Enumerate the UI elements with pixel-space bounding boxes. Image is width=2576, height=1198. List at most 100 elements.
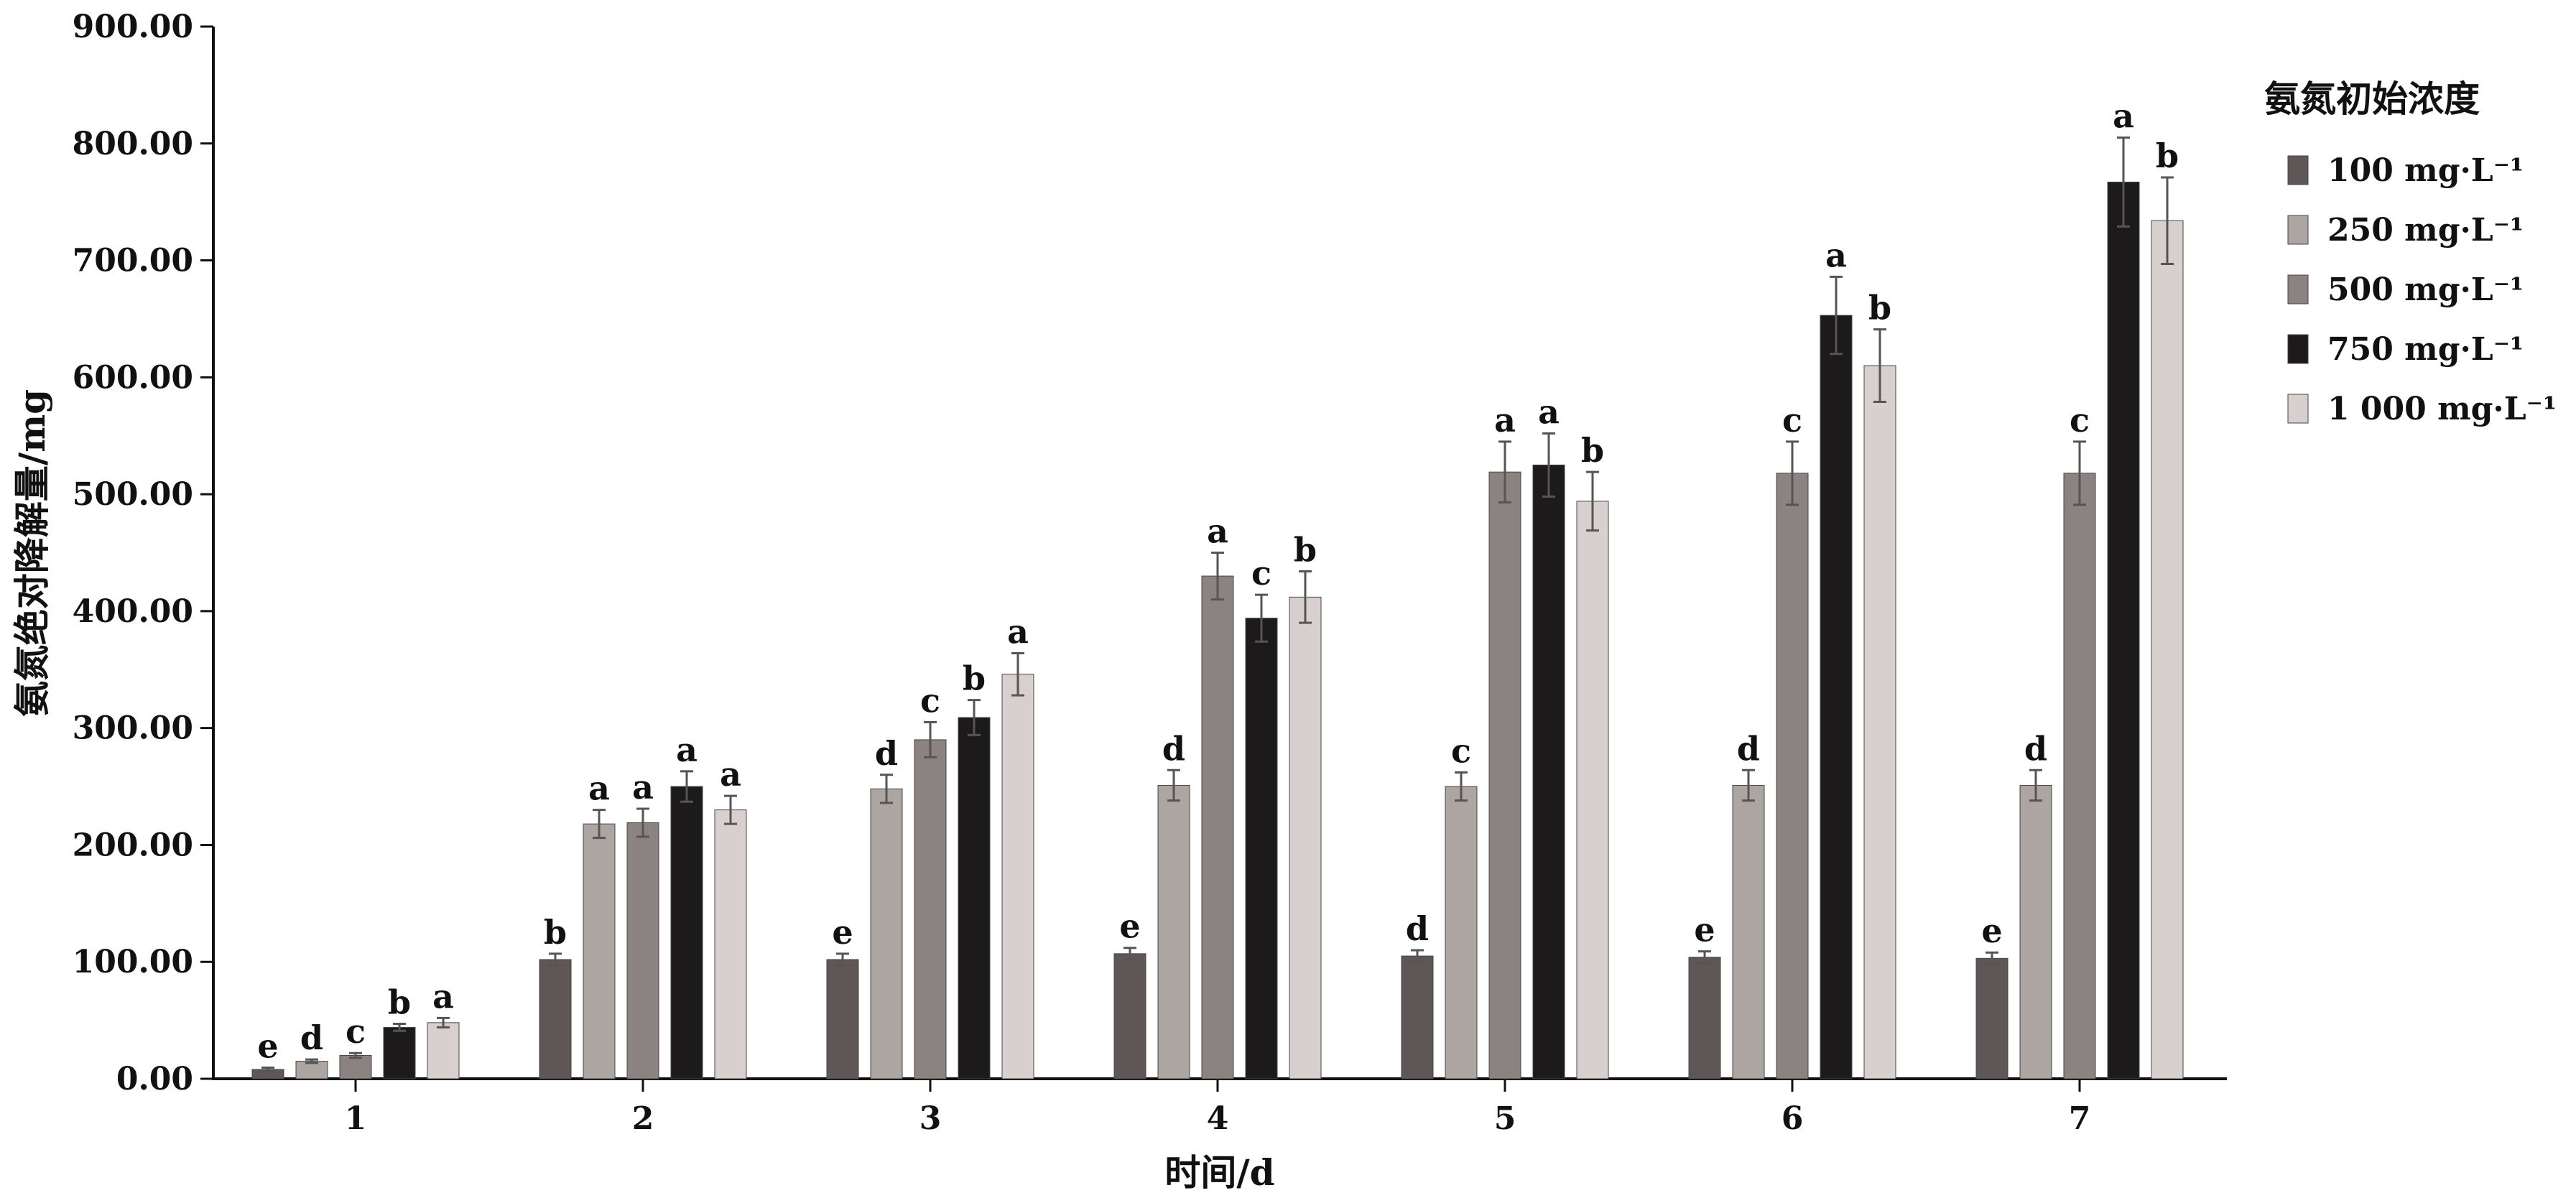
bar: [1201, 575, 1234, 1079]
y-tick-label: 400.00: [73, 593, 193, 630]
significance-label: a: [1207, 512, 1228, 551]
legend-label: 1 000 mg·L⁻¹: [2327, 391, 2557, 427]
significance-label: e: [1119, 907, 1140, 946]
bar: [1401, 955, 1434, 1079]
y-tick-label: 100.00: [73, 944, 193, 980]
bar: [1245, 618, 1278, 1079]
bar: [1863, 365, 1896, 1079]
y-tick-label: 700.00: [73, 243, 193, 279]
bar: [1113, 953, 1146, 1079]
y-tick-label: 200.00: [73, 827, 193, 863]
y-tick-label: 900.00: [73, 9, 193, 45]
significance-label: b: [1581, 431, 1604, 470]
bar: [2151, 220, 2184, 1079]
bar: [1488, 471, 1521, 1079]
bar: [1445, 786, 1478, 1079]
bar: [826, 959, 859, 1079]
significance-label: a: [720, 755, 741, 794]
bar: [427, 1022, 460, 1079]
x-tick-label: 5: [1494, 1100, 1516, 1137]
error-bars: [261, 136, 2174, 1072]
x-tick-label: 1: [345, 1100, 367, 1137]
bar: [1289, 596, 1322, 1079]
bar: [339, 1054, 372, 1079]
significance-label: e: [1981, 911, 2002, 950]
y-tick-label: 600.00: [73, 359, 193, 396]
legend-swatch: [2287, 155, 2309, 185]
significance-label: a: [588, 769, 610, 808]
x-tick-label: 3: [919, 1100, 942, 1137]
bar: [2019, 784, 2052, 1079]
significance-label: a: [632, 768, 654, 807]
bars: [251, 181, 2184, 1079]
bar: [1820, 315, 1853, 1079]
significance-label: d: [1406, 909, 1429, 948]
bar: [1776, 473, 1809, 1079]
bar: [670, 786, 703, 1079]
bar: [958, 717, 991, 1079]
significance-label: b: [1868, 289, 1891, 328]
significance-label: d: [1162, 729, 1185, 768]
bar: [1576, 501, 1609, 1079]
bar: [2107, 181, 2140, 1079]
bar: [1001, 674, 1034, 1079]
legend-label: 500 mg·L⁻¹: [2327, 271, 2524, 308]
y-tick-label: 800.00: [73, 126, 193, 162]
significance-label: e: [1694, 911, 1715, 949]
legend-swatch: [2287, 334, 2309, 364]
bar: [583, 823, 616, 1079]
x-tick-label: 6: [1782, 1100, 1804, 1137]
significance-label: e: [257, 1027, 278, 1066]
y-ticks: 0.00 100.00 200.00 300.00 400.00 500.00 600.00…: [73, 9, 213, 1097]
significance-label: b: [2156, 136, 2179, 175]
significance-label: c: [1251, 554, 1271, 593]
legend-swatch: [2287, 215, 2309, 245]
bar: [383, 1026, 416, 1079]
bar: [1532, 464, 1565, 1079]
bar: [539, 959, 572, 1079]
legend-swatch: [2287, 274, 2309, 305]
significance-label: d: [1737, 729, 1760, 768]
bar: [714, 809, 747, 1079]
bar: [2063, 473, 2096, 1079]
bar: [914, 739, 947, 1079]
x-tick-label: 7: [2069, 1100, 2091, 1137]
significance-label: c: [346, 1012, 366, 1051]
x-ticks: 1 2 3 4 5 6 7: [345, 1079, 2091, 1137]
bar: [870, 788, 903, 1079]
y-tick-label: 300.00: [73, 710, 193, 747]
significance-label: a: [1007, 612, 1029, 651]
bar: [1975, 957, 2009, 1079]
x-axis-title: 时间/d: [1164, 1151, 1274, 1194]
significance-label: e: [832, 913, 853, 952]
significance-label: d: [300, 1018, 323, 1057]
y-tick-label: 0.00: [116, 1061, 193, 1097]
significance-label: c: [1451, 732, 1471, 771]
y-tick-label: 500.00: [73, 476, 193, 513]
bar: [1732, 784, 1765, 1079]
significance-label: a: [2113, 97, 2134, 136]
bar: [295, 1061, 328, 1079]
y-axis-title: 氨氮绝对降解量/mg: [11, 389, 53, 717]
significance-label: d: [2024, 729, 2047, 768]
x-tick-label: 4: [1207, 1100, 1229, 1137]
significance-label: b: [1294, 531, 1317, 570]
x-tick-label: 2: [632, 1100, 654, 1137]
legend-title: 氨氮初始浓度: [2264, 78, 2480, 120]
bar: [626, 822, 659, 1079]
legend-label: 750 mg·L⁻¹: [2327, 331, 2524, 368]
significance-label: a: [1825, 236, 1847, 274]
bar: [1688, 957, 1721, 1079]
legend: 氨氮初始浓度 100 mg·L⁻¹ 250 mg·L⁻¹ 500 mg·L⁻¹ 750…: [2264, 78, 2557, 427]
significance-label: c: [2070, 401, 2090, 440]
significance-label: b: [544, 913, 567, 952]
legend-label: 250 mg·L⁻¹: [2327, 212, 2524, 249]
bar: [1157, 784, 1190, 1079]
significance-label: a: [676, 730, 698, 769]
significance-label: a: [1538, 392, 1560, 431]
significance-label: c: [1782, 401, 1802, 440]
significance-label: a: [1494, 401, 1516, 440]
significance-label: b: [388, 983, 411, 1021]
